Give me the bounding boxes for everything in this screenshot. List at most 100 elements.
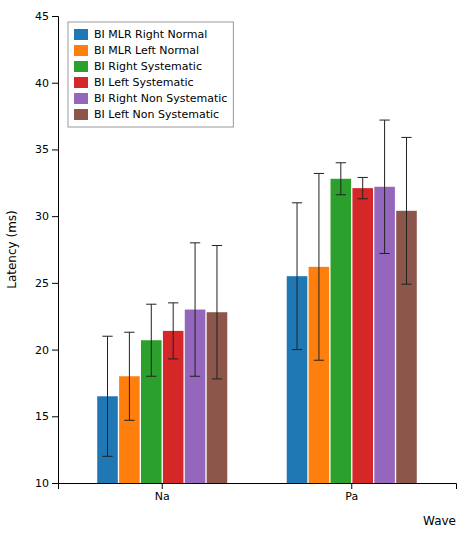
tick: 40 bbox=[35, 77, 58, 90]
error-cap bbox=[358, 198, 368, 199]
tick: 45 bbox=[35, 10, 58, 23]
error-cap bbox=[190, 242, 200, 243]
tick-mark bbox=[52, 216, 58, 217]
axis-line bbox=[59, 484, 457, 490]
axis-line bbox=[52, 17, 59, 484]
error-bar bbox=[318, 173, 319, 360]
error-bar bbox=[384, 120, 385, 253]
error-bar bbox=[129, 332, 130, 420]
error-bar bbox=[362, 177, 363, 198]
legend-frame bbox=[68, 22, 233, 127]
error-bar bbox=[173, 303, 174, 359]
tick-label: 10 bbox=[35, 477, 49, 490]
legend-label: BI MLR Right Normal bbox=[94, 28, 207, 41]
legend-label: BI MLR Left Normal bbox=[94, 44, 199, 57]
error-cap bbox=[146, 376, 156, 377]
legend-item: BI MLR Right Normal bbox=[74, 28, 207, 41]
error-bar bbox=[340, 163, 341, 195]
error-bar bbox=[216, 245, 217, 378]
legend-item: BI MLR Left Normal bbox=[74, 44, 199, 57]
x-axis-title: Wave bbox=[423, 514, 456, 528]
marks bbox=[97, 120, 417, 483]
error-cap bbox=[292, 349, 302, 350]
tick-mark bbox=[52, 149, 58, 150]
legend-label: BI Right Systematic bbox=[94, 60, 202, 73]
error-cap bbox=[379, 253, 389, 254]
y-axis: 10 15 20 25 30 35 40 45 bbox=[35, 10, 59, 490]
error-cap bbox=[124, 332, 134, 333]
series bbox=[207, 137, 417, 483]
tick: Pa bbox=[345, 483, 358, 503]
series bbox=[97, 203, 307, 483]
error-cap bbox=[146, 304, 156, 305]
tick-mark bbox=[52, 483, 58, 484]
error-cap bbox=[168, 358, 178, 359]
legend-swatch bbox=[74, 93, 88, 104]
legend: BI MLR Right Normal BI MLR Left Normal BI … bbox=[68, 22, 233, 127]
legend-item: BI Left Systematic bbox=[74, 76, 194, 89]
tick-label: 35 bbox=[35, 143, 49, 156]
tick-label: 15 bbox=[35, 410, 49, 423]
tick-label: 45 bbox=[35, 10, 49, 23]
tick-label: Pa bbox=[345, 490, 358, 503]
error-cap bbox=[168, 302, 178, 303]
legend-item: BI Left Non Systematic bbox=[74, 108, 219, 121]
y-axis-title: Latency (ms) bbox=[5, 210, 19, 289]
bar bbox=[352, 188, 373, 483]
error-cap bbox=[314, 360, 324, 361]
error-cap bbox=[314, 173, 324, 174]
legend-swatch bbox=[74, 109, 88, 120]
tick: 35 bbox=[35, 143, 58, 156]
tick-mark bbox=[52, 83, 58, 84]
x-axis: Na Pa bbox=[59, 483, 457, 503]
error-cap bbox=[292, 202, 302, 203]
error-cap bbox=[336, 162, 346, 163]
error-cap bbox=[124, 420, 134, 421]
tick-mark bbox=[162, 483, 163, 489]
chart: 10 15 20 25 30 35 40 45 Na Pa Latency (ms) Wave BI M… bbox=[0, 0, 474, 539]
plot: 10 15 20 25 30 35 40 45 Na Pa Latency (ms) Wave BI M… bbox=[5, 10, 457, 539]
tick-label: Na bbox=[155, 490, 170, 503]
legend-item: BI Right Systematic bbox=[74, 60, 202, 73]
error-cap bbox=[212, 378, 222, 379]
legend-label: BI Left Non Systematic bbox=[94, 108, 219, 121]
error-cap bbox=[336, 194, 346, 195]
tick: 20 bbox=[35, 344, 58, 357]
tick-mark bbox=[52, 416, 58, 417]
tick-mark bbox=[52, 350, 58, 351]
error-bar bbox=[107, 336, 108, 456]
legend-swatch bbox=[74, 45, 88, 56]
series bbox=[119, 173, 329, 483]
error-cap bbox=[102, 456, 112, 457]
error-cap bbox=[358, 177, 368, 178]
tick-label: 40 bbox=[35, 77, 49, 90]
tick-label: 20 bbox=[35, 344, 49, 357]
error-bar bbox=[406, 137, 407, 284]
error-cap bbox=[379, 120, 389, 121]
bar bbox=[331, 179, 352, 483]
series bbox=[141, 163, 351, 483]
tick-mark bbox=[351, 483, 352, 489]
error-bar bbox=[195, 243, 196, 376]
error-cap bbox=[102, 336, 112, 337]
legend-label: BI Right Non Systematic bbox=[94, 92, 227, 105]
legend-item: BI Right Non Systematic bbox=[74, 92, 227, 105]
tick-label: 30 bbox=[35, 210, 49, 223]
legend-swatch bbox=[74, 61, 88, 72]
error-bar bbox=[151, 304, 152, 376]
error-cap bbox=[212, 245, 222, 246]
series bbox=[163, 177, 373, 483]
error-cap bbox=[401, 284, 411, 285]
legend-label: BI Left Systematic bbox=[94, 76, 194, 89]
tick: 10 bbox=[35, 477, 58, 490]
legend-swatch bbox=[74, 29, 88, 40]
tick: 30 bbox=[35, 210, 58, 223]
error-cap bbox=[401, 137, 411, 138]
tick-label: 25 bbox=[35, 277, 49, 290]
tick-mark bbox=[52, 283, 58, 284]
tick-mark bbox=[52, 16, 58, 17]
chart-container: 10 15 20 25 30 35 40 45 Na Pa Latency (ms) Wave BI M… bbox=[0, 0, 474, 539]
tick: 25 bbox=[35, 277, 58, 290]
tick: Na bbox=[155, 483, 170, 503]
error-cap bbox=[190, 376, 200, 377]
